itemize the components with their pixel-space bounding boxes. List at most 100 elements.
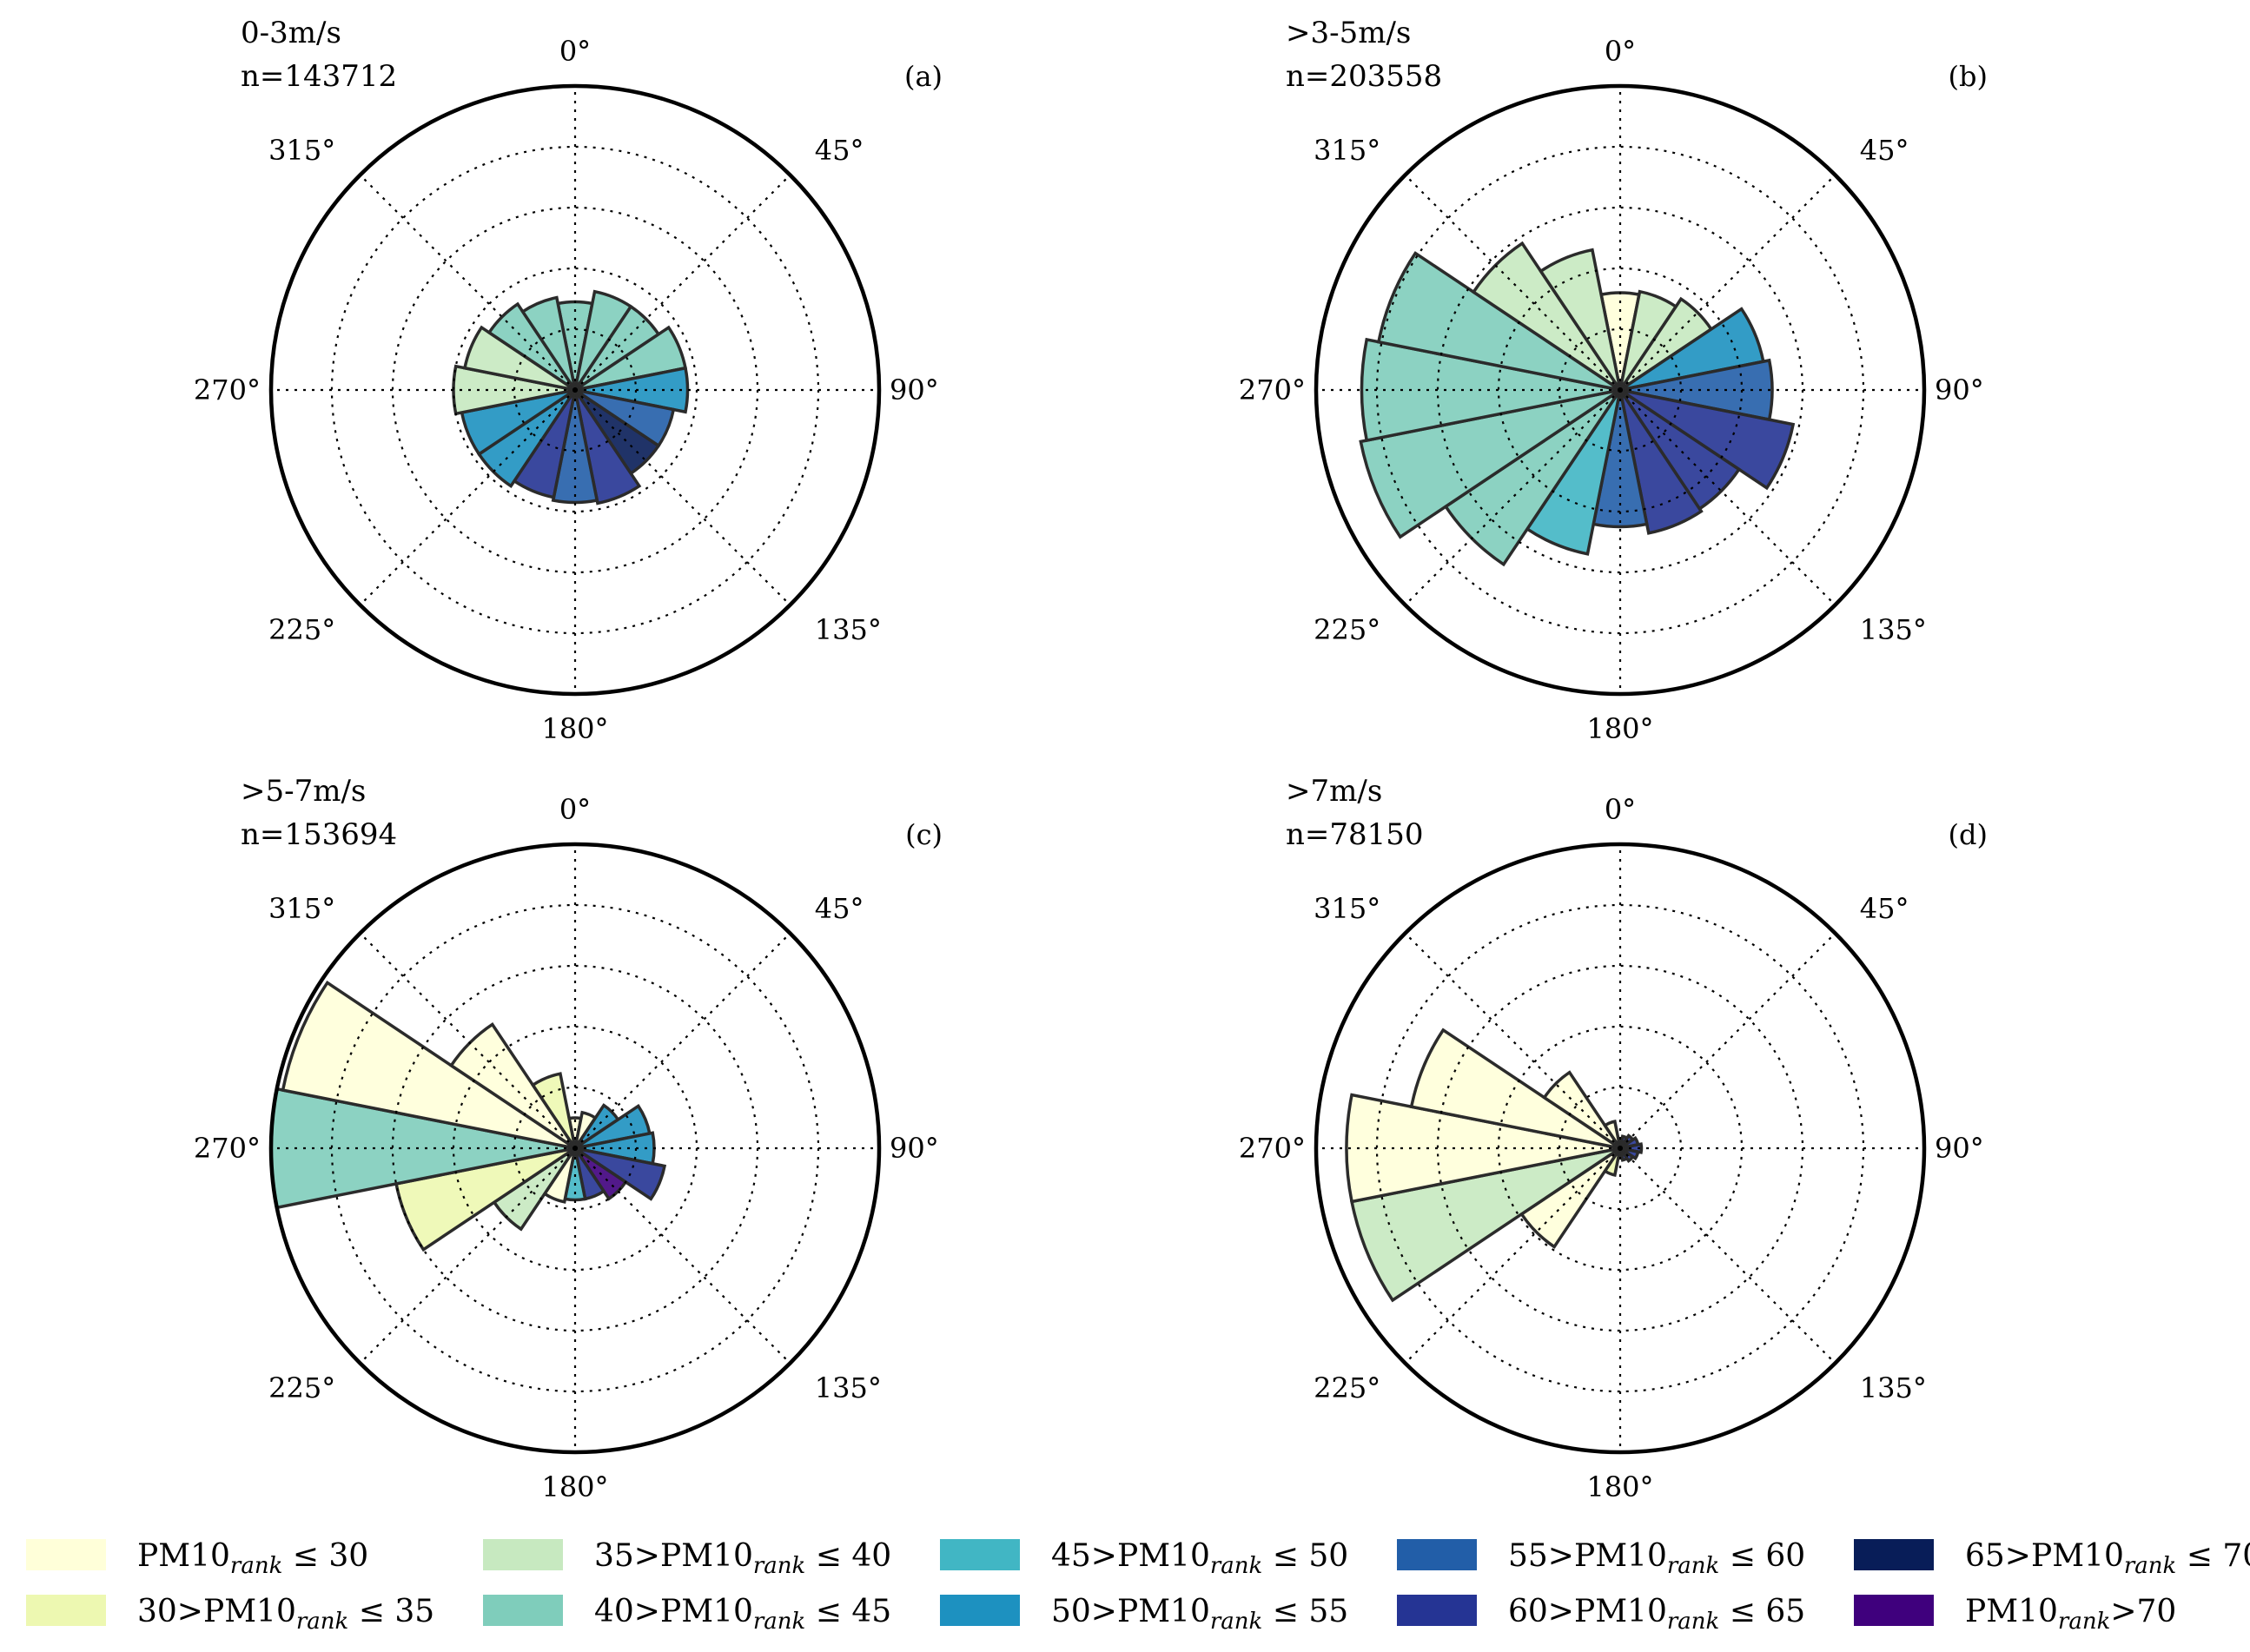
tick-label-225: 225° [1314,1371,1380,1404]
tick-label-180: 180° [1586,712,1653,745]
bar-157.5deg [1618,389,1704,535]
tick-label-225: 225° [1314,613,1380,646]
legend-label: 40>PM10rank ≤ 45 [594,1594,891,1635]
legend-item-7: 55>PM10rank ≤ 60 [1397,1538,1805,1579]
bar-112.5deg [574,1146,667,1201]
legend-swatch [940,1539,1020,1570]
grid-spoke-315 [359,174,576,391]
tick-label-90: 90° [1935,1132,1984,1165]
outer-circle [268,842,882,1455]
bar-180deg [551,389,599,505]
bar-292.5deg [1409,1028,1621,1150]
tick-label-0: 0° [559,35,591,68]
tick-label-90: 90° [890,1132,939,1165]
legend-label: PM10rank>70 [1965,1594,2176,1635]
legend-swatch [26,1595,106,1626]
tick-label-135: 135° [815,1371,882,1404]
tick-label-270: 270° [194,373,261,406]
tick-label-180: 180° [1586,1470,1653,1503]
tick-label-45: 45° [815,892,864,925]
tick-label-0: 0° [1605,793,1636,826]
grid-spoke-135 [574,1147,791,1365]
legend-label: 65>PM10rank ≤ 70 [1965,1538,2250,1579]
bar-337.5deg [530,1072,577,1149]
legend-item-8: 60>PM10rank ≤ 65 [1397,1594,1805,1635]
legend-label: 45>PM10rank ≤ 50 [1051,1538,1348,1579]
wind-rose-panel-3: 0° 45° 90° 135° 180° 225° 270° 315° >5-7m/s n=153… [194,774,943,1503]
legend-item-10: PM10rank>70 [1854,1594,2176,1635]
legend-item-5: 45>PM10rank ≤ 50 [940,1538,1348,1579]
bar-292.5deg [281,981,576,1150]
panel-tag: (b) [1949,60,1988,93]
tick-label-315: 315° [1314,892,1380,925]
tick-label-0: 0° [559,793,591,826]
wind-rose-panel-4: 0° 45° 90° 135° 180° 225° 270° 315° >7m/s n=78150… [1239,774,1988,1503]
panel-title: >7m/s [1286,774,1382,809]
legend-label: 60>PM10rank ≤ 65 [1508,1594,1805,1635]
panel-title: >5-7m/s [241,774,366,809]
tick-label-180: 180° [541,1470,608,1503]
wind-rose-panel-1: 0° 45° 90° 135° 180° 225° 270° 315° 0-3m/s n=1437… [194,16,943,745]
legend-swatch [26,1539,106,1570]
bar-337.5deg [1603,1120,1622,1149]
tick-label-180: 180° [541,712,608,745]
bars [1359,241,1796,567]
tick-label-90: 90° [890,373,939,406]
legend-swatch [483,1595,563,1626]
tick-label-45: 45° [1860,892,1909,925]
outer-circle [268,83,882,697]
tick-label-270: 270° [1239,1132,1306,1165]
bar-292.5deg [1376,251,1621,392]
panel-title: 0-3m/s [241,16,341,50]
grid-spoke-135 [1619,389,1836,606]
bars [269,981,667,1252]
bar-337.5deg [1539,248,1622,391]
bars [452,289,690,506]
panel-count: n=203558 [1286,59,1442,94]
bar-90deg [574,366,690,414]
bar-112.5deg [1619,388,1796,491]
legend-swatch [940,1595,1020,1626]
legend-item-6: 50>PM10rank ≤ 55 [940,1594,1348,1635]
grid-spoke-225 [1404,1147,1621,1365]
tick-label-315: 315° [1314,134,1380,167]
legend-item-1: PM10rank ≤ 30 [26,1538,368,1579]
grid-spoke-225 [1404,389,1621,606]
legend-item-3: 35>PM10rank ≤ 40 [483,1538,891,1579]
legend-item-9: 65>PM10rank ≤ 70 [1854,1538,2250,1579]
grid-spoke-225 [359,1147,576,1365]
tick-label-225: 225° [268,613,335,646]
bar-315deg [486,301,577,392]
tick-label-45: 45° [1860,134,1909,167]
wind-rose-panel-2: 0° 45° 90° 135° 180° 225° 270° 315° >3-5m/s n=203… [1239,16,1988,745]
tick-label-315: 315° [268,892,335,925]
legend-label: PM10rank ≤ 30 [137,1538,368,1579]
bar-292.5deg [462,325,576,392]
grid-spoke-315 [1404,174,1621,391]
grid-spoke-45 [1619,174,1836,391]
legend-item-2: 30>PM10rank ≤ 35 [26,1594,434,1635]
panel-count: n=143712 [241,59,397,94]
grid-spoke-225 [359,389,576,606]
bar-247.5deg [1349,1146,1621,1303]
grid-spoke-135 [574,389,791,606]
panel-tag: (a) [904,60,943,93]
outer-circle [1314,83,1927,697]
tick-label-135: 135° [1860,1371,1927,1404]
tick-label-135: 135° [815,613,882,646]
legend-swatch [1397,1595,1477,1626]
legend: PM10rank ≤ 30 30>PM10rank ≤ 35 35>PM10rank… [26,1538,2250,1635]
tick-label-45: 45° [815,134,864,167]
bar-157.5deg [573,389,642,506]
legend-label: 55>PM10rank ≤ 60 [1508,1538,1805,1579]
tick-label-270: 270° [1239,373,1306,406]
tick-label-315: 315° [268,134,335,167]
panel-count: n=153694 [241,817,397,852]
outer-circle [1314,842,1927,1455]
bar-270deg [1360,337,1621,443]
legend-item-4: 40>PM10rank ≤ 45 [483,1594,891,1635]
panel-count: n=78150 [1286,817,1424,852]
grid-spoke-45 [574,174,791,391]
legend-swatch [1397,1539,1477,1570]
